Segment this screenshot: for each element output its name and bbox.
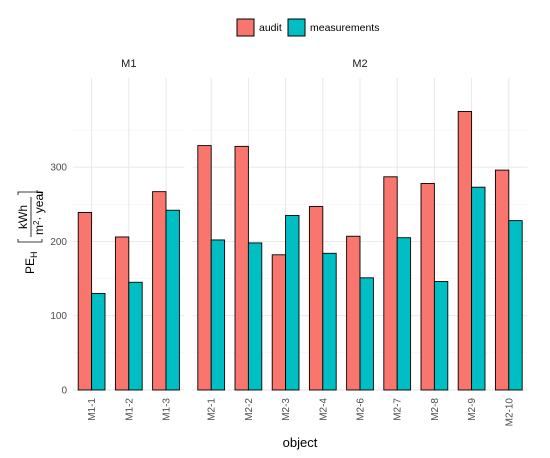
- x-tick-label-m1-2: M1-2: [124, 398, 135, 421]
- bar-audit-m1-3: [152, 191, 167, 391]
- bar-measurements-m2-10: [508, 220, 523, 391]
- bar-measurements-m1-3: [165, 209, 180, 391]
- bar-audit-m1-2: [114, 236, 130, 391]
- x-tick-label-m2-8: M2-8: [430, 398, 441, 421]
- y-title-bracket-left: [17, 239, 43, 243]
- bar-measurements-m1-2: [128, 281, 143, 391]
- y-axis-title: PEH kWh m2· year: [16, 190, 46, 274]
- bar-measurements-m1-1: [91, 292, 106, 391]
- x-tick-label-m2-6: M2-6: [356, 398, 367, 421]
- bar-measurements-m2-1: [210, 239, 226, 391]
- facet-strips: M1 M2: [121, 58, 367, 70]
- x-tick-label-m2-10: M2-10: [504, 398, 515, 427]
- legend: audit measurements: [236, 18, 379, 37]
- y-title-den-rest: · year: [32, 190, 46, 221]
- bar-audit-m2-6: [346, 235, 361, 391]
- bar-measurements-m2-4: [322, 252, 337, 391]
- svg-text:m2· year: m2· year: [32, 190, 46, 235]
- x-tick-labels: M1-1 M1-2 M1-3 M2-1 M2-2 M2-3 M2-4 M2-6 M2-7 M2-8…: [87, 398, 515, 427]
- y-tick-label-0: 0: [61, 386, 67, 397]
- bar-audit-m2-1: [197, 145, 212, 391]
- bar-measurements-m2-8: [433, 281, 449, 391]
- y-title-numerator: kWh: [16, 205, 30, 229]
- legend-label-audit: audit: [259, 22, 282, 34]
- y-tick-label-300: 300: [50, 163, 67, 174]
- bar-audit-m2-2: [234, 145, 249, 391]
- bar-audit-m2-3: [271, 254, 287, 391]
- bar-audit-m2-8: [420, 183, 435, 391]
- bar-audit-m1-1: [77, 212, 93, 391]
- svg-text:PEH: PEH: [23, 251, 39, 274]
- bar-measurements-m2-9: [471, 186, 486, 391]
- x-tick-label-m1-1: M1-1: [87, 398, 98, 421]
- y-title-sub: H: [29, 251, 39, 258]
- x-tick-label-m2-2: M2-2: [244, 398, 255, 421]
- bar-audit-m2-9: [457, 110, 473, 391]
- y-title-den: m: [32, 225, 46, 235]
- y-tick-label-100: 100: [50, 311, 67, 322]
- legend-key-audit: [236, 18, 255, 37]
- x-tick-label-m1-3: M1-3: [162, 398, 173, 421]
- y-tick-labels: 0 100 200 300: [50, 163, 67, 397]
- bar-measurements-m2-7: [396, 237, 412, 391]
- facet-label-m1: M1: [121, 58, 136, 70]
- x-tick-label-m2-3: M2-3: [281, 398, 292, 421]
- y-tick-label-200: 200: [50, 237, 67, 248]
- x-tick-label-m2-1: M2-1: [207, 398, 218, 421]
- y-title-main: PE: [23, 258, 37, 274]
- bar-measurements-m2-6: [359, 277, 374, 391]
- bar-audit-m2-10: [494, 169, 510, 391]
- bars: [77, 110, 523, 391]
- y-title-den-sup: 2: [32, 220, 41, 225]
- y-title-bracket-right: [17, 191, 43, 195]
- bar-measurements-m2-3: [285, 214, 300, 391]
- x-axis-title: object: [283, 435, 318, 450]
- legend-label-measurements: measurements: [310, 22, 379, 34]
- x-tick-label-m2-4: M2-4: [318, 398, 329, 421]
- x-tick-label-m2-7: M2-7: [393, 398, 404, 421]
- x-tick-label-m2-9: M2-9: [467, 398, 478, 421]
- bar-measurements-m2-2: [247, 242, 263, 391]
- facet-label-m2: M2: [352, 58, 367, 70]
- bar-audit-m2-4: [308, 206, 324, 391]
- legend-key-measurements: [287, 18, 306, 37]
- bar-audit-m2-7: [383, 176, 398, 391]
